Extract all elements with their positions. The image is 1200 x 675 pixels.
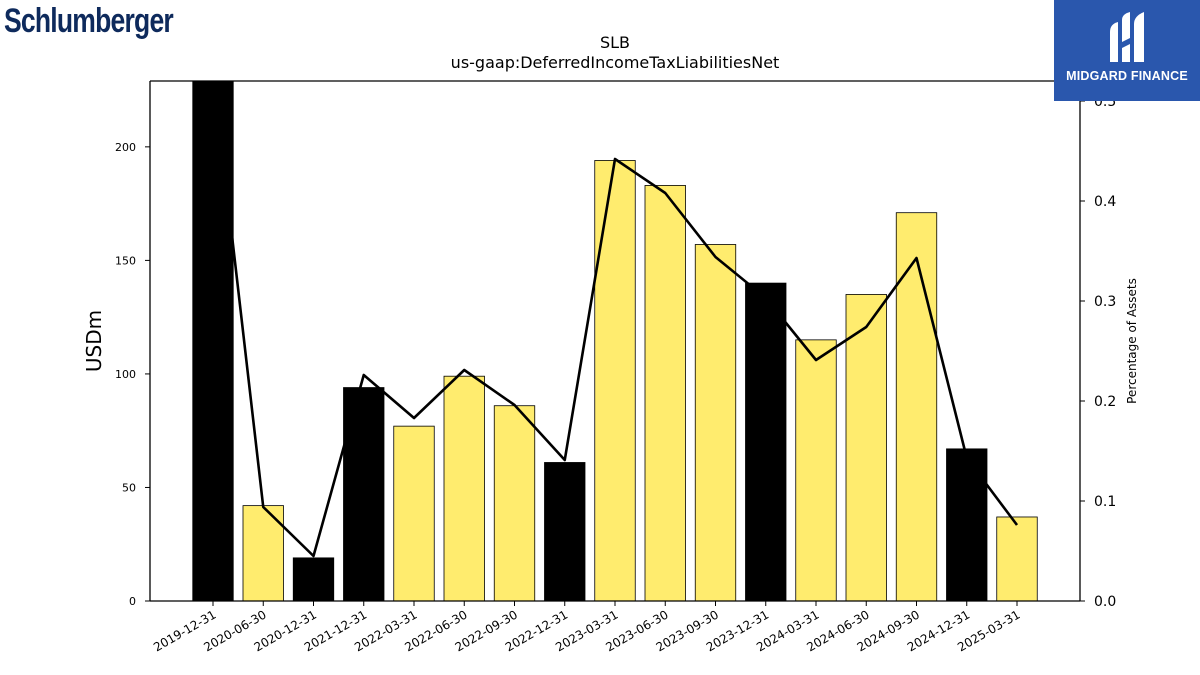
- bar-group: [192, 81, 1038, 601]
- bar-2023-12-31: [745, 282, 787, 601]
- y2-tick-label: 0.2: [1094, 394, 1116, 410]
- y2-tick-label: 0.4: [1094, 194, 1116, 210]
- y-tick-label: 50: [122, 481, 136, 494]
- bar-2024-12-31: [946, 448, 988, 601]
- y-tick-label: 200: [115, 141, 136, 154]
- midgard-brand-text: MIDGARD FINANCE: [1066, 69, 1188, 83]
- y2-tick-label: 0.3: [1094, 294, 1116, 310]
- bar-2024-06-30: [845, 294, 887, 601]
- y-tick-label: 0: [129, 595, 136, 608]
- schlumberger-logo: Schlumberger: [4, 2, 174, 40]
- bar-2021-12-31: [343, 387, 385, 601]
- y-tick-label: 150: [115, 254, 136, 267]
- bar-2022-09-30: [493, 405, 536, 601]
- bar-2023-09-30: [694, 244, 737, 601]
- bar-2022-03-31: [393, 425, 435, 601]
- bar-2024-03-31: [795, 339, 837, 601]
- bar-2022-06-30: [443, 375, 485, 601]
- chart-subtitle: us-gaap:DeferredIncomeTaxLiabilitiesNet: [451, 53, 780, 72]
- midgard-finance-logo: MIDGARD FINANCE: [1054, 0, 1200, 101]
- bar-2023-06-30: [644, 185, 686, 601]
- y2-tick-label: 0.1: [1094, 494, 1116, 510]
- chart-title: SLB: [600, 33, 630, 52]
- bar-2024-09-30: [895, 212, 938, 601]
- percentage-line: [212, 81, 1019, 558]
- y2-axis-label: Percentage of Assets: [1125, 278, 1139, 404]
- bar-2022-12-31: [544, 462, 586, 601]
- y2-tick-label: 0.0: [1094, 594, 1116, 610]
- y-axis-label: USDm: [82, 310, 106, 372]
- line-group: [212, 81, 1019, 558]
- bar-2025-03-31: [996, 516, 1038, 601]
- bar-2023-03-31: [594, 160, 636, 601]
- bar-2020-12-31: [292, 557, 335, 601]
- y-tick-label: 100: [115, 368, 136, 381]
- midgard-mark-icon: [1110, 12, 1144, 62]
- bar-2019-12-31: [192, 81, 234, 601]
